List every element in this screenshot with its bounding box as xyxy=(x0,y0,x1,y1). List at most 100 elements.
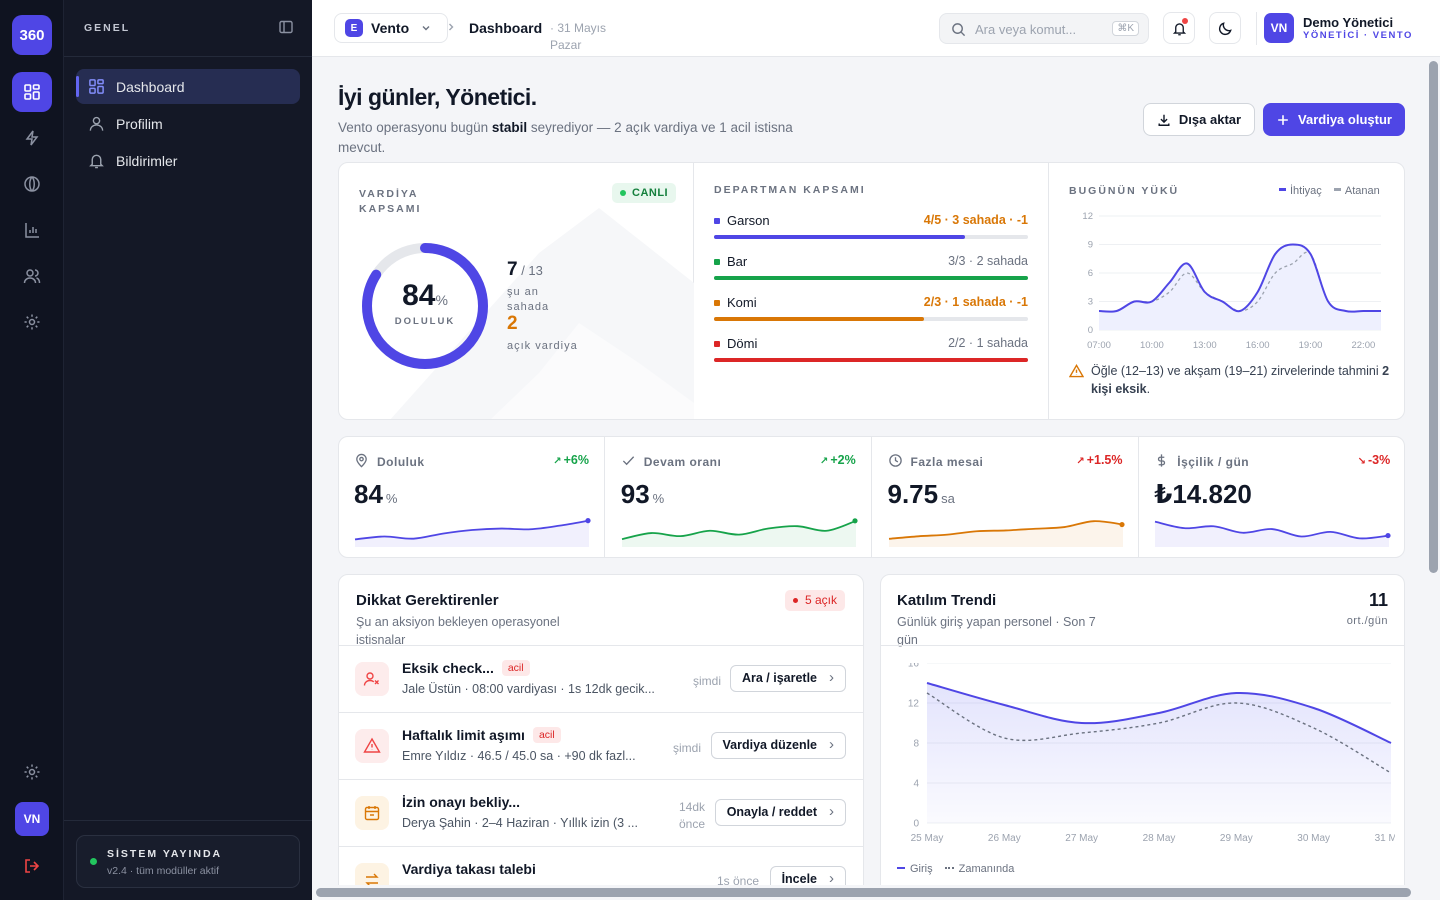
x-tick-label: 07:00 xyxy=(1087,340,1111,351)
kpi-tile[interactable]: Devam oranı ↗ +2% 93% xyxy=(606,437,872,557)
horizontal-scrollbar[interactable] xyxy=(312,885,1427,900)
breadcrumb[interactable]: Dashboard xyxy=(469,20,543,36)
search-icon xyxy=(952,23,966,37)
live-badge: CANLI xyxy=(612,183,677,203)
fill-label: DOLULUK xyxy=(394,316,456,327)
kpi-unit: % xyxy=(652,491,665,506)
attention-item[interactable]: İzin onayı bekliy... Derya Şahin · 2–4 Ha… xyxy=(339,779,863,846)
department-bar-fill xyxy=(714,235,966,239)
department-name: Dömi xyxy=(727,336,758,351)
warning-icon xyxy=(1069,364,1084,378)
topbar: E Vento Dashboard · 31 Mayıs Pazar Ara v… xyxy=(312,0,1440,57)
logout-button[interactable] xyxy=(12,846,52,886)
department-name: Garson xyxy=(727,213,770,228)
open-count-badge: 5 açık xyxy=(785,590,846,611)
kpi-label: Doluluk xyxy=(377,455,425,469)
attention-item-desc: Derya Şahin · 2–4 Haziran · Yıllık izin … xyxy=(402,816,638,830)
trend-title: Katılım Trendi xyxy=(897,592,997,609)
load-chart: 0 3 6 9 12 07:00 10:00 13:00 16:00 19:00 22:00 xyxy=(1082,211,1381,351)
attention-item[interactable]: Eksik check... acil Jale Üstün · 08:00 var… xyxy=(339,645,863,712)
kpi-tile[interactable]: Fazla mesai ↗ +1.5% 9.75 sa xyxy=(873,437,1139,557)
sparkline-endpoint xyxy=(1118,521,1125,528)
x-tick-label: 16:00 xyxy=(1246,340,1270,351)
rail-dashboard-button[interactable] xyxy=(12,72,52,112)
sidebar-item-label: Profilim xyxy=(116,115,163,132)
scroll-thumb[interactable] xyxy=(316,888,1411,897)
department-swatch xyxy=(714,300,720,306)
user-avatar[interactable]: VN xyxy=(1264,13,1294,43)
on-site-count: 7 / 13 xyxy=(507,259,543,280)
rail-reports-button[interactable] xyxy=(12,210,52,250)
search-placeholder: Ara veya komut... xyxy=(975,22,1077,37)
sparkline-area xyxy=(1155,521,1390,547)
department-label: DEPARTMAN KAPSAMI xyxy=(714,184,866,196)
rail-preferences-button[interactable] xyxy=(12,752,52,792)
attention-item-desc: Jale Üstün · 08:00 vardiyası · 1s 12dk g… xyxy=(402,682,655,696)
sparkline-line xyxy=(1155,520,1390,540)
scroll-thumb[interactable] xyxy=(1429,61,1438,573)
user-name[interactable]: Demo Yönetici xyxy=(1303,15,1394,30)
rail-globe-button[interactable] xyxy=(12,164,52,204)
department-value: 4/5 · 3 sahada · -1 xyxy=(923,213,1028,227)
rail-avatar[interactable]: VN xyxy=(15,802,49,836)
topbar-divider xyxy=(1256,12,1257,45)
search-shortcut: ⌘K xyxy=(1112,21,1139,36)
x-tick-label: 30 May xyxy=(1297,833,1330,844)
department-swatch xyxy=(714,259,720,265)
rail-people-button[interactable] xyxy=(12,256,52,296)
sparkline-area xyxy=(888,521,1123,547)
rail-activity-button[interactable] xyxy=(12,118,52,158)
department-value: 2/3 · 1 sahada · -1 xyxy=(923,295,1028,309)
status-dot xyxy=(90,858,97,865)
rail-settings-button[interactable] xyxy=(12,302,52,342)
sidebar-item-dashboard[interactable]: Dashboard xyxy=(76,69,300,104)
sparkline-line xyxy=(621,519,857,541)
vertical-scrollbar[interactable] xyxy=(1427,57,1440,900)
x-tick-label: 31 May xyxy=(1375,833,1395,844)
export-button[interactable]: Dışa aktar xyxy=(1143,103,1255,136)
attention-item-title: Haftalık limit aşımı acil xyxy=(402,727,561,743)
trend-arrow-icon: ↗ xyxy=(1076,456,1085,467)
attention-action-button[interactable]: Ara / işaretle xyxy=(729,665,846,692)
kpi-value: 84% xyxy=(354,479,398,509)
kpi-delta: ↗ +6% xyxy=(553,453,589,467)
attention-item-time: şimdi xyxy=(673,741,702,755)
search-input[interactable]: Ara veya komut... ⌘K xyxy=(939,13,1149,44)
y-tick-label: 9 xyxy=(1088,240,1093,251)
app-logo[interactable]: 360 xyxy=(12,15,52,55)
y-tick-label: 0 xyxy=(913,819,919,830)
urgent-badge: acil xyxy=(501,660,530,676)
attention-action-button[interactable]: Vardiya düzenle xyxy=(710,732,846,759)
y-tick-label: 3 xyxy=(1088,297,1093,308)
workspace-switcher[interactable]: E Vento xyxy=(334,13,448,43)
attention-action-button[interactable]: İncele xyxy=(769,866,846,885)
trend-arrow-icon: ↗ xyxy=(553,456,562,467)
trend-arrow-icon: ↘ xyxy=(1357,456,1367,467)
kpi-tile[interactable]: İşçilik / gün ↘ -3% ₺14.820 xyxy=(1139,437,1404,557)
system-status-title: SİSTEM YAYINDA xyxy=(107,848,223,860)
kpi-sparkline xyxy=(1155,520,1391,547)
dashboard-icon xyxy=(89,79,104,94)
attention-item[interactable]: Haftalık limit aşımı acil Emre Yıldız · 46… xyxy=(339,712,863,779)
attention-item[interactable]: Vardiya takası talebi 1s önce İncele xyxy=(339,846,863,885)
kpi-tile[interactable]: Doluluk ↗ +6% 84% xyxy=(339,437,605,557)
gear-icon xyxy=(24,314,40,330)
kpi-sparkline xyxy=(621,518,858,547)
need-area xyxy=(1099,244,1381,330)
kpi-strip: Doluluk ↗ +6% 84% Devam oranı ↗ +2% 93% Fazla me… xyxy=(338,436,1405,558)
main-content: İyi günler, Yönetici. Vento operasyonu b… xyxy=(312,57,1427,885)
x-tick-label: 10:00 xyxy=(1140,340,1164,351)
sidebar-item-notifications[interactable]: Bildirimler xyxy=(76,143,300,178)
theme-toggle-button[interactable] xyxy=(1209,12,1241,44)
x-tick-label: 28 May xyxy=(1143,833,1176,844)
bar-chart-icon xyxy=(25,223,39,238)
coverage-value: 84% xyxy=(402,279,448,312)
create-shift-button[interactable]: Vardiya oluştur xyxy=(1263,103,1405,136)
attention-icon-box xyxy=(355,863,389,885)
notifications-button[interactable] xyxy=(1163,12,1195,44)
attention-action-button[interactable]: Onayla / reddet xyxy=(714,799,846,826)
lightning-icon xyxy=(25,130,39,146)
sidebar-collapse-icon[interactable] xyxy=(278,19,294,35)
x-tick-label: 26 May xyxy=(988,833,1021,844)
sidebar-item-profile[interactable]: Profilim xyxy=(76,106,300,141)
